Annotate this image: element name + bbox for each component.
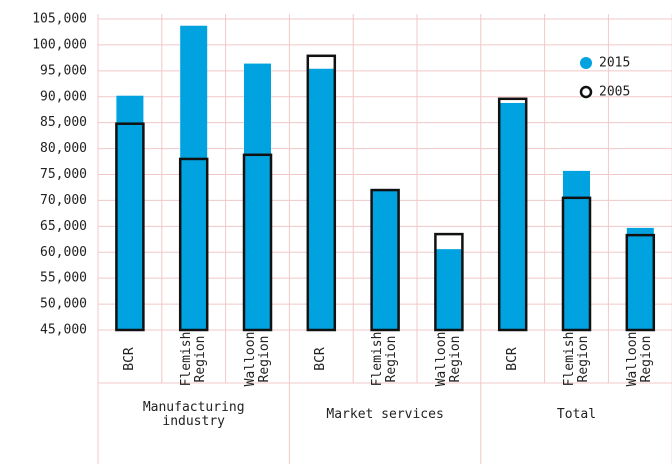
bar-outline bbox=[625, 233, 656, 332]
x-tick-label: Walloon Region bbox=[625, 331, 655, 387]
bar bbox=[244, 63, 271, 331]
y-tick-label: 65,000 bbox=[40, 219, 87, 234]
y-tick-label: 45,000 bbox=[40, 323, 87, 338]
group-label: Manufacturing industry bbox=[142, 400, 245, 429]
x-tick-label: BCR bbox=[313, 347, 329, 371]
y-tick-label: 80,000 bbox=[40, 141, 87, 156]
y-tick-label: 100,000 bbox=[32, 37, 87, 52]
y-tick-label: 70,000 bbox=[40, 193, 87, 208]
bar bbox=[116, 95, 144, 330]
bar-outline bbox=[306, 54, 337, 332]
bar bbox=[563, 170, 590, 330]
bar bbox=[435, 249, 463, 330]
x-tick-label: Walloon Region bbox=[433, 331, 463, 387]
legend-marker bbox=[580, 57, 592, 69]
bar bbox=[499, 102, 527, 330]
y-tick-label: 60,000 bbox=[40, 245, 87, 260]
x-tick-label: BCR bbox=[121, 347, 137, 371]
bar-outline bbox=[497, 97, 528, 332]
y-tick-label: 50,000 bbox=[40, 297, 87, 312]
y-tick-label: 90,000 bbox=[40, 89, 87, 104]
bar-outline bbox=[561, 196, 592, 332]
legend-marker bbox=[579, 85, 593, 99]
x-tick-label: BCR bbox=[504, 347, 520, 371]
x-tick-label: Flemish Region bbox=[178, 331, 208, 387]
group-label: Total bbox=[556, 407, 597, 422]
group-label: Market services bbox=[326, 407, 444, 422]
bar bbox=[180, 25, 208, 330]
x-tick-label: Walloon Region bbox=[242, 331, 272, 387]
x-tick-label: Flemish Region bbox=[561, 331, 591, 387]
bar-outline bbox=[178, 157, 209, 332]
bar bbox=[371, 190, 399, 330]
bar bbox=[626, 227, 654, 330]
bar-outline bbox=[434, 232, 464, 332]
legend-label: 2005 bbox=[599, 85, 630, 100]
legend-label: 2015 bbox=[599, 56, 630, 71]
y-tick-label: 95,000 bbox=[40, 63, 87, 78]
x-tick-label: Flemish Region bbox=[370, 331, 400, 387]
bar-outline bbox=[370, 188, 400, 332]
y-tick-label: 75,000 bbox=[40, 167, 87, 182]
y-tick-label: 105,000 bbox=[32, 12, 87, 27]
bar bbox=[307, 68, 335, 330]
y-tick-label: 55,000 bbox=[40, 271, 87, 286]
y-tick-label: 85,000 bbox=[40, 115, 87, 130]
bar-outline bbox=[242, 153, 273, 332]
bar-outline bbox=[115, 122, 145, 332]
